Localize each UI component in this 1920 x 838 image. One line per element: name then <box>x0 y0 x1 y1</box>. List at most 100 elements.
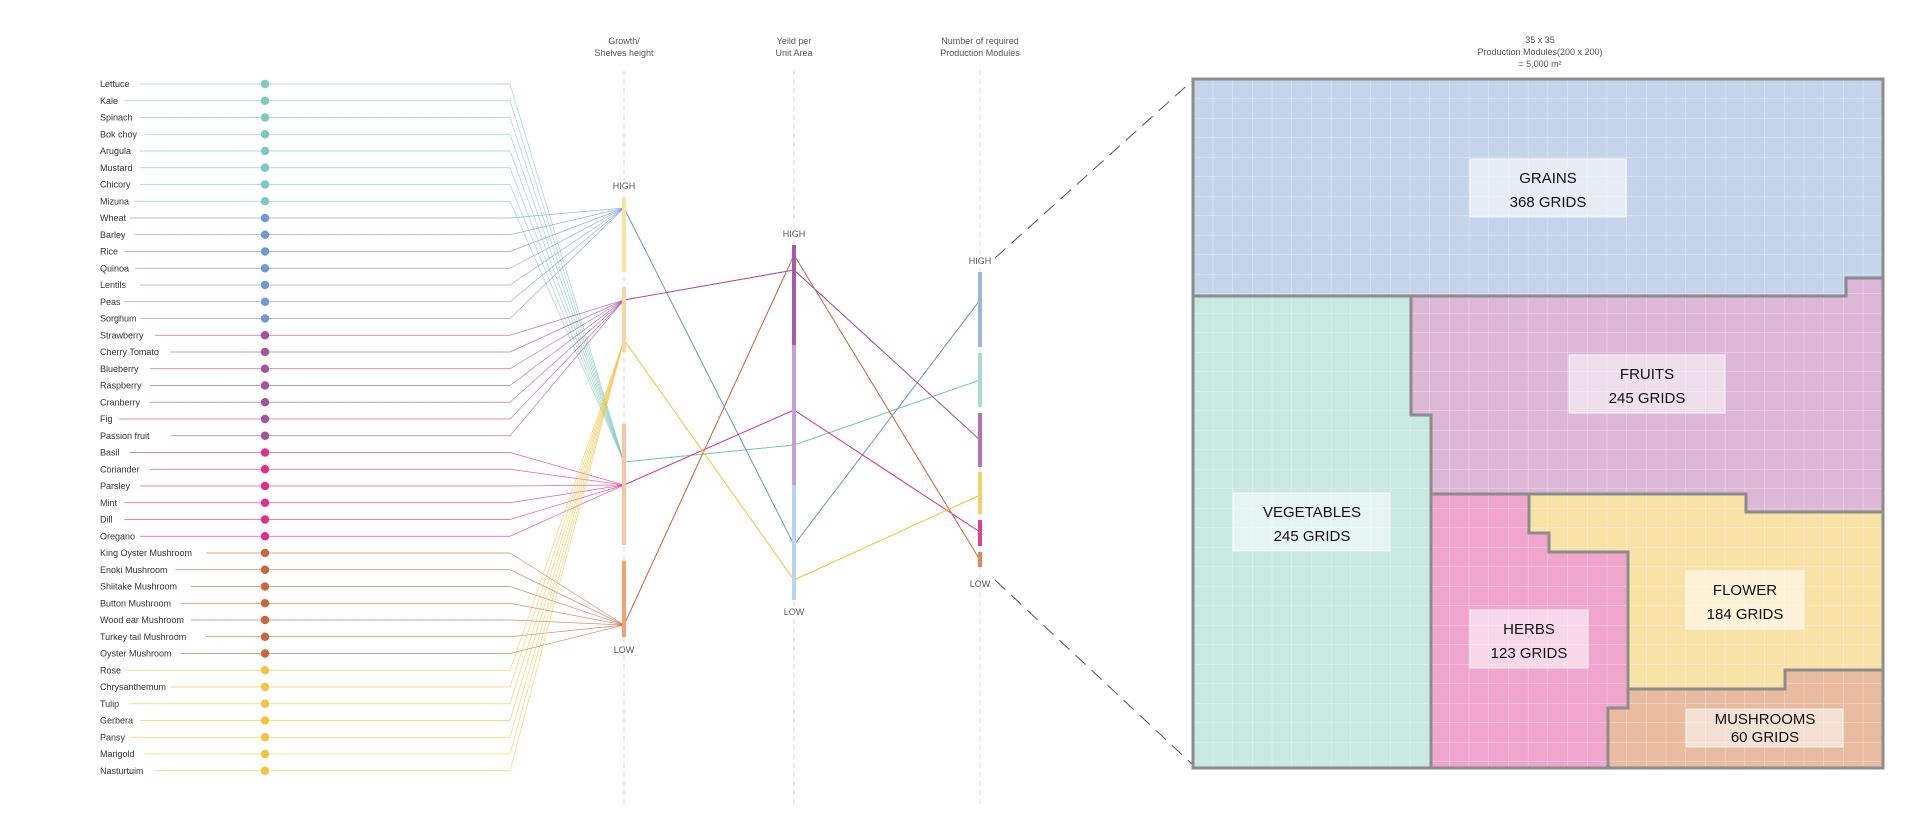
crop-connection-line <box>509 409 981 533</box>
crop-label: Tulip <box>100 699 119 709</box>
crop-dot <box>260 213 270 223</box>
crop-label: Lettuce <box>100 79 130 89</box>
crop-connection-line <box>509 269 981 441</box>
parallel-axes: Growth/ Shelves height HIGH LOW Yeild pe… <box>594 36 1020 805</box>
zoom-line-top <box>994 79 1194 259</box>
crop-dot <box>260 347 270 357</box>
zone-herbs-count: 123 GRIDS <box>1491 645 1568 662</box>
crop-connection-line <box>509 409 981 537</box>
crop-connection-line <box>509 207 981 546</box>
crop-connection-line <box>509 269 981 441</box>
crop-connection-line <box>509 117 981 463</box>
crop-connection-line <box>509 339 981 755</box>
crop-label: Oyster Mushroom <box>100 649 172 659</box>
crop-dot <box>260 532 270 541</box>
crop-connection-line <box>509 339 981 738</box>
crop-label: Oregano <box>100 531 135 541</box>
axis-modules-title-line2: Production Modules <box>940 48 1020 58</box>
zone-grains-name: GRAINS <box>1519 170 1577 187</box>
crop-connection-line <box>509 269 981 441</box>
crop-label: Mint <box>100 498 118 508</box>
crop-label: Sorghum <box>100 314 137 324</box>
axis-yield-title-line2: Unit Area <box>775 48 812 58</box>
grid-title-line2: Production Modules(200 x 200) <box>1477 47 1602 57</box>
crop-connection-line <box>509 207 981 546</box>
crop-label: Chrysanthemum <box>100 682 166 692</box>
crop-dot <box>260 515 270 524</box>
crop-label: Parsley <box>100 481 131 491</box>
zone-vegetables-name: VEGETABLES <box>1263 504 1361 521</box>
crop-connection-line <box>509 207 981 546</box>
crop-connection-line <box>509 254 981 626</box>
crop-label: Chicory <box>100 180 131 190</box>
crop-label: Blueberry <box>100 364 139 374</box>
crop-connection-line <box>509 269 981 441</box>
crop-connection-line <box>509 254 981 626</box>
crop-label: Mustard <box>100 163 133 173</box>
crop-connection-line <box>509 409 981 533</box>
label-vegetables: VEGETABLES 245 GRIDS <box>1232 492 1391 552</box>
crop-dot <box>260 431 270 440</box>
crop-label: Rice <box>100 247 118 257</box>
crop-dot <box>260 498 270 507</box>
crop-connection-line <box>509 207 981 546</box>
crop-connection-line <box>509 254 981 638</box>
crop-list: Lettuce Kale Spinach Bok choy Arugula Mustard… <box>100 79 270 776</box>
crop-label: Enoki Mushroom <box>100 565 168 575</box>
crop-label: Turkey tail Mushroom <box>100 632 186 642</box>
crop-dot <box>260 398 270 407</box>
grid-title-line1: 35 x 35 <box>1525 35 1555 45</box>
crop-dot <box>260 766 270 775</box>
zone-vegetables-count: 245 GRIDS <box>1274 528 1351 545</box>
crop-dot <box>260 247 270 256</box>
crop-connection-line <box>509 207 981 546</box>
crop-dot <box>260 230 270 239</box>
crop-connection-line <box>509 269 981 441</box>
crop-connection-line <box>509 409 981 533</box>
crop-dot <box>260 180 270 189</box>
crop-dot <box>260 163 270 172</box>
connection-lines <box>119 83 981 772</box>
crop-connection-line <box>509 134 981 463</box>
crop-label: King Oyster Mushroom <box>100 548 192 558</box>
crop-label: Raspberry <box>100 381 142 391</box>
crop-connection-line <box>509 254 981 626</box>
crop-label: Kale <box>100 96 118 106</box>
crop-connection-line <box>509 339 981 721</box>
axis-yield-title-line1: Yeild per <box>777 36 812 46</box>
crop-dot <box>260 666 270 675</box>
crop-connection-line <box>509 269 981 441</box>
crop-connection-line <box>509 409 981 533</box>
crop-connection-line <box>509 100 981 463</box>
crop-connection-line <box>509 339 981 771</box>
crop-connection-line <box>509 254 981 626</box>
crop-label: Mizuna <box>100 196 129 206</box>
crop-dot <box>260 582 270 591</box>
crop-dot <box>260 113 270 122</box>
zoom-line-bottom <box>994 579 1194 766</box>
crop-connection-line <box>509 83 981 463</box>
zone-fruits-count: 245 GRIDS <box>1609 390 1686 407</box>
crop-connection-line <box>509 254 981 626</box>
crop-label: Bok choy <box>100 129 138 139</box>
crop-dot <box>260 297 270 306</box>
crop-label: Wood ear Mushroom <box>100 615 184 625</box>
crop-dot <box>260 96 270 105</box>
crop-dot <box>260 381 270 390</box>
crop-label: Rose <box>100 665 121 675</box>
crop-dot <box>260 632 270 641</box>
label-fruits: FRUITS 245 GRIDS <box>1568 354 1726 414</box>
crop-label: Wheat <box>100 213 127 223</box>
axis-modules-title-line1: Number of required <box>941 36 1019 46</box>
crop-label: Fig <box>100 414 113 424</box>
crop-connection-line <box>509 207 981 546</box>
crop-label: Arugula <box>100 146 131 156</box>
crop-dot <box>260 599 270 608</box>
crop-connection-line <box>509 254 981 654</box>
label-mushrooms: MUSHROOMS 60 GRIDS <box>1685 708 1844 748</box>
zone-flower-name: FLOWER <box>1713 582 1777 599</box>
zone-borders <box>1191 77 1885 770</box>
axis-growth-high-label: HIGH <box>613 181 636 191</box>
crop-dot <box>260 699 270 708</box>
